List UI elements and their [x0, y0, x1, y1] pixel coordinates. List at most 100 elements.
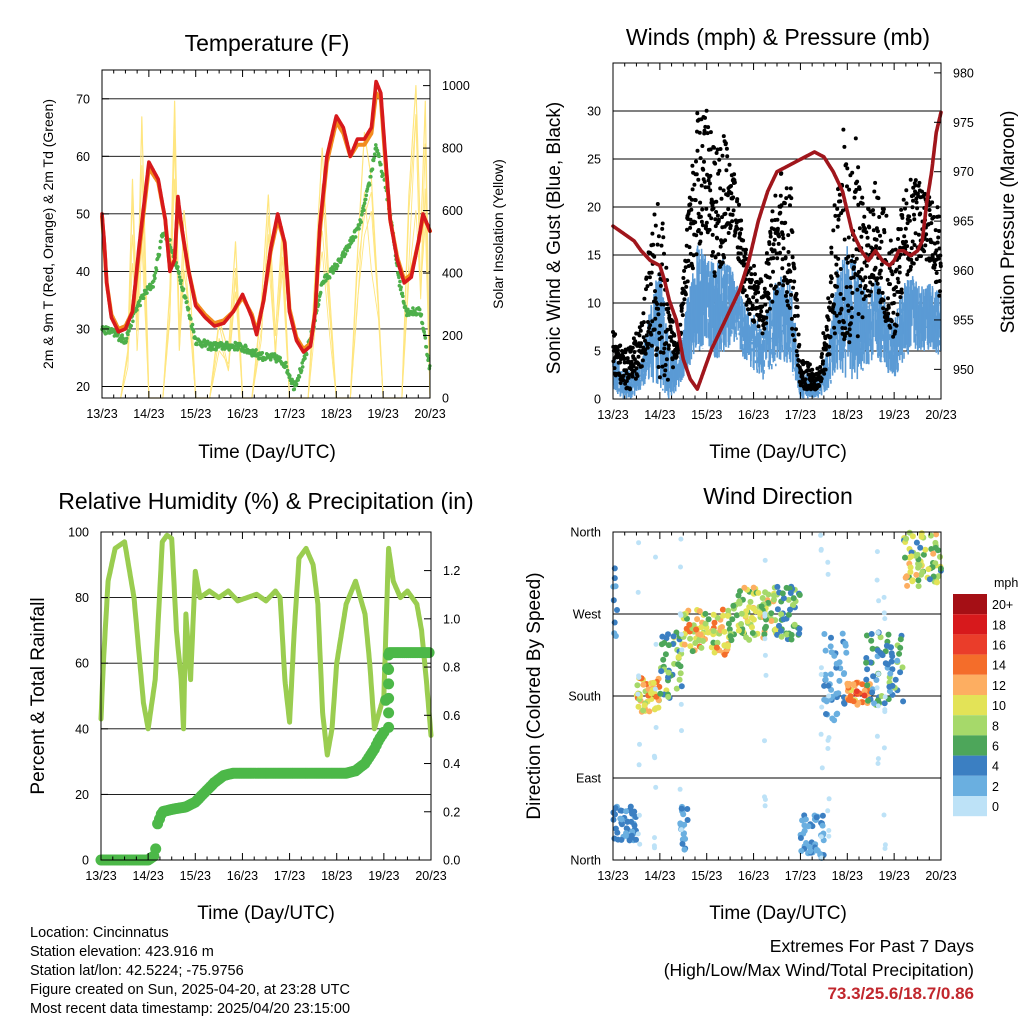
- y2-tick-label: 965: [953, 215, 974, 229]
- gust-point: [635, 374, 640, 378]
- gust-point: [781, 246, 786, 251]
- y2-tick-label: 600: [442, 204, 463, 218]
- direction-point: [925, 566, 932, 573]
- gust-point: [627, 373, 632, 377]
- direction-point: [869, 645, 876, 652]
- direction-point: [818, 672, 824, 677]
- gust-point: [824, 327, 829, 332]
- legend-swatch: [953, 695, 987, 716]
- gust-point: [846, 235, 851, 240]
- x-tick-label: 14/23: [133, 407, 164, 421]
- direction-point: [877, 634, 884, 641]
- gust-point: [696, 211, 701, 216]
- gust-point: [661, 302, 666, 307]
- direction-point: [827, 671, 834, 678]
- gust-point: [700, 144, 705, 148]
- gust-point: [662, 346, 667, 351]
- gust-point: [865, 235, 870, 240]
- gust-point: [828, 334, 833, 339]
- gust-point: [875, 229, 880, 234]
- direction-point: [780, 616, 787, 623]
- legend-label: 4: [992, 760, 999, 774]
- gust-point: [845, 184, 849, 189]
- direction-point: [894, 657, 901, 664]
- direction-point: [863, 632, 870, 639]
- gust-point: [893, 247, 898, 252]
- gust-point: [731, 195, 736, 200]
- direction-point: [881, 745, 887, 751]
- gust-point: [850, 253, 855, 258]
- direction-point: [710, 611, 717, 618]
- dewpoint-point: [420, 321, 425, 326]
- direction-point: [882, 660, 889, 667]
- y2-tick-label: 0.6: [443, 709, 460, 723]
- direction-point: [653, 641, 659, 647]
- gust-point: [718, 244, 723, 249]
- direction-point: [651, 753, 657, 759]
- gust-point: [826, 296, 831, 301]
- gust-point: [843, 326, 848, 331]
- direction-point: [805, 823, 812, 830]
- gust-point: [618, 360, 622, 365]
- gust-point: [773, 284, 778, 289]
- winds-title: Winds (mph) & Pressure (mb): [626, 24, 930, 50]
- gust-point: [670, 319, 675, 324]
- pressure-line: [611, 110, 943, 391]
- gust-point: [682, 297, 687, 302]
- gust-point: [839, 306, 844, 311]
- gust-point: [772, 227, 777, 232]
- dewpoint-point: [292, 387, 297, 392]
- gust-point: [896, 280, 901, 285]
- gust-point: [790, 255, 795, 260]
- extremes-values: 73.3/25.6/18.7/0.86: [827, 984, 974, 1003]
- gust-point: [764, 321, 769, 326]
- direction-series: [610, 529, 944, 861]
- direction-point: [650, 679, 657, 686]
- direction-point: [612, 805, 619, 811]
- y-tick-label: 30: [587, 105, 601, 119]
- legend-swatch: [953, 796, 987, 817]
- gust-point: [704, 108, 709, 113]
- dewpoint-point: [138, 303, 142, 308]
- direction-point: [859, 681, 866, 688]
- direction-point: [780, 595, 787, 602]
- direction-point: [909, 577, 916, 584]
- gust-point: [789, 196, 794, 201]
- gust-point: [909, 257, 914, 262]
- gust-point: [795, 297, 799, 302]
- gust-point: [826, 317, 831, 322]
- direction-point: [875, 761, 881, 766]
- gust-point: [777, 234, 781, 239]
- dewpoint-point: [339, 256, 344, 261]
- recent-timestamp: Most recent data timestamp: 2025/04/20 2…: [30, 1001, 351, 1017]
- direction-point: [719, 606, 726, 613]
- dewpoint-point: [177, 275, 182, 279]
- gust-point: [792, 314, 797, 318]
- direction-point: [790, 602, 797, 609]
- dewpoint-point: [135, 308, 139, 312]
- gust-point: [870, 282, 875, 287]
- dewpoint-point: [372, 152, 377, 156]
- direction-point: [653, 784, 659, 790]
- gust-point: [920, 189, 924, 194]
- gust-point: [807, 362, 812, 367]
- direction-point: [735, 592, 742, 599]
- dewpoint-point: [222, 347, 227, 351]
- gust-point: [894, 285, 898, 290]
- x-tick-label: 17/23: [274, 869, 305, 883]
- direction-point: [907, 569, 914, 575]
- dewpoint-point: [364, 193, 369, 198]
- direction-point: [875, 703, 881, 709]
- gust-point: [863, 294, 868, 299]
- direction-point: [696, 608, 703, 615]
- direction-point: [686, 621, 693, 628]
- dewpoint-point: [345, 248, 350, 253]
- gust-point: [830, 293, 835, 298]
- gust-point: [894, 267, 899, 272]
- gust-point: [765, 257, 770, 262]
- direction-point: [841, 699, 847, 706]
- x-tick-label: 16/23: [227, 869, 258, 883]
- gust-point: [795, 313, 800, 318]
- gust-point: [829, 250, 834, 255]
- gust-point: [772, 237, 777, 242]
